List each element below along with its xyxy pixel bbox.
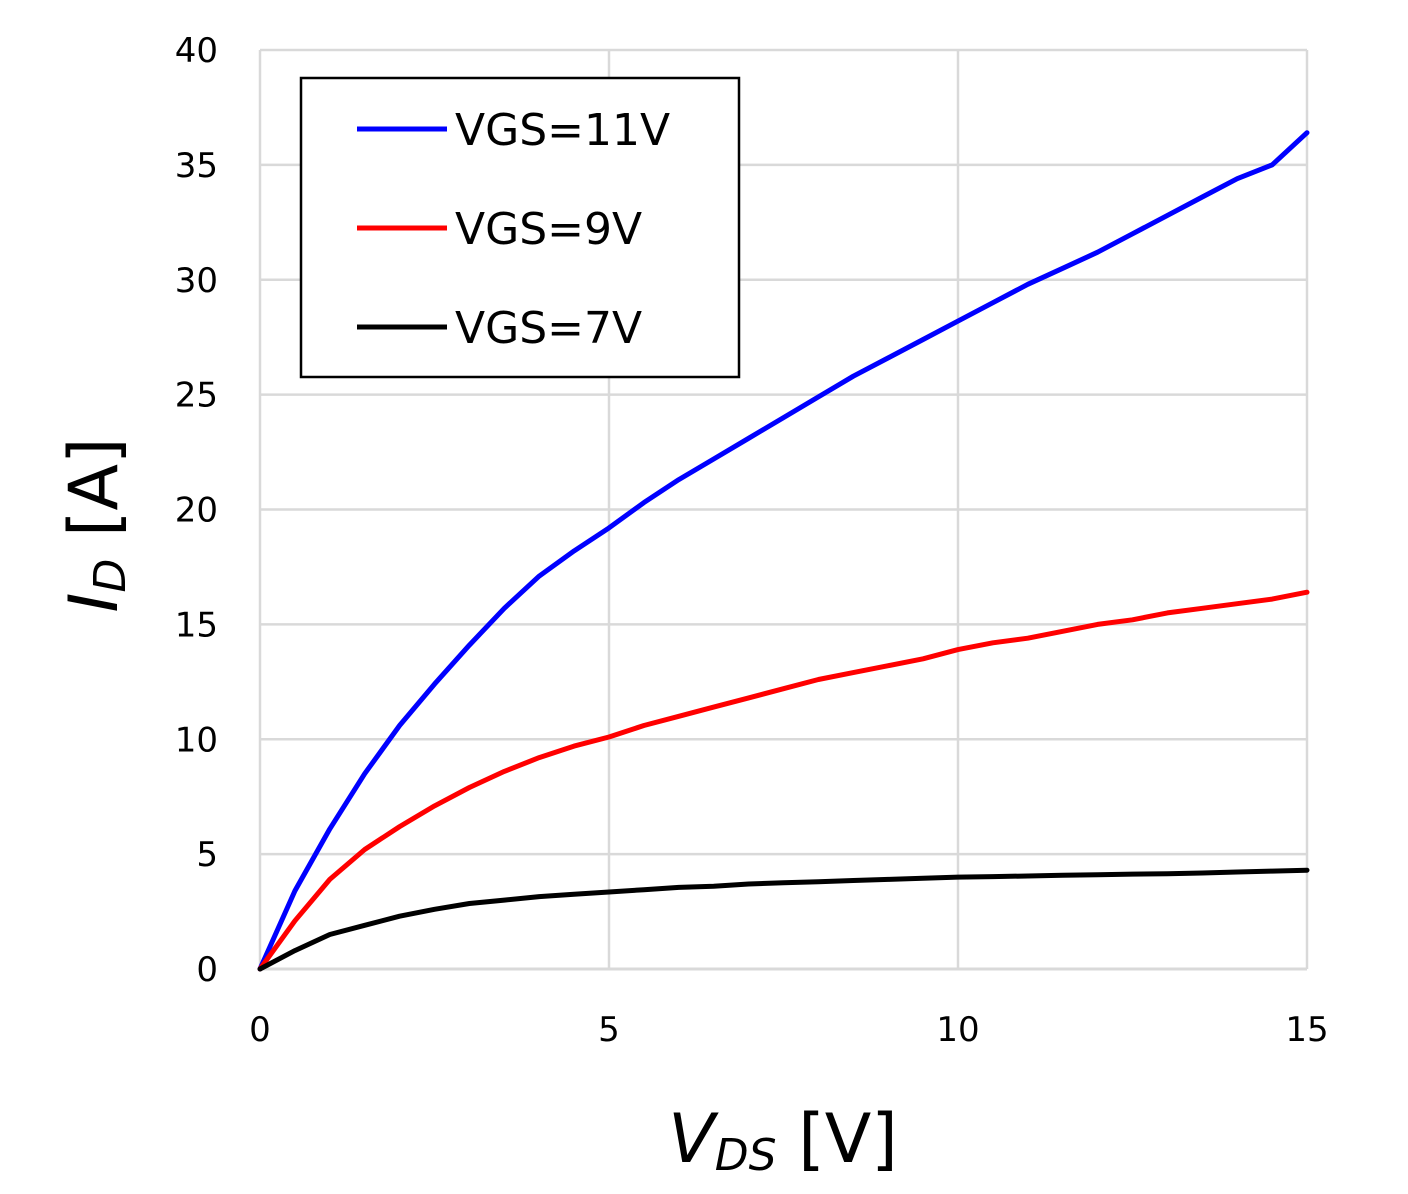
legend: VGS=11V VGS=9V VGS=7V [299,76,741,379]
y-axis-title-unit: [A] [55,437,134,537]
x-tick-label: 5 [598,1010,620,1050]
y-axis-title-sub: D [85,559,136,593]
series-layer [257,130,1310,972]
y-tick-label: 25 [175,376,218,416]
x-axis-title-sub: DS [715,1130,777,1181]
y-axis-title-main: I [55,593,134,613]
y-axis-title: ID [A] [55,437,136,612]
series-line-vgs-11v [257,130,1310,972]
y-tick-label: 40 [175,31,218,71]
y-tick-label: 0 [196,950,218,990]
y-tick-label: 10 [175,720,218,760]
x-axis-title-gap [777,1100,799,1179]
legend-label-vgs11: VGS=11V [455,105,670,156]
series-line-vgs-7v [257,867,1310,972]
x-axis-title-unit: [V] [798,1100,898,1179]
x-tick-label: 15 [1285,1010,1328,1050]
y-tick-label: 35 [175,146,218,186]
series-line-vgs-9v [257,589,1310,972]
y-tick-label: 5 [196,835,218,875]
x-axis-title: VDS [V] [668,1100,898,1181]
y-tick-label: 20 [175,491,218,531]
x-axis-title-main: V [668,1100,719,1179]
y-tick-label: 15 [175,605,218,645]
legend-label-vgs9: VGS=9V [455,204,642,255]
y-tick-label: 30 [175,261,218,301]
x-tick-labels: 0 5 10 15 [249,1010,1328,1050]
x-tick-label: 10 [936,1010,979,1050]
y-axis-title-gap [55,537,134,559]
legend-label-vgs7: VGS=7V [455,303,642,354]
x-tick-label: 0 [249,1010,271,1050]
y-tick-labels: 0 5 10 15 20 25 30 35 40 [175,31,218,990]
